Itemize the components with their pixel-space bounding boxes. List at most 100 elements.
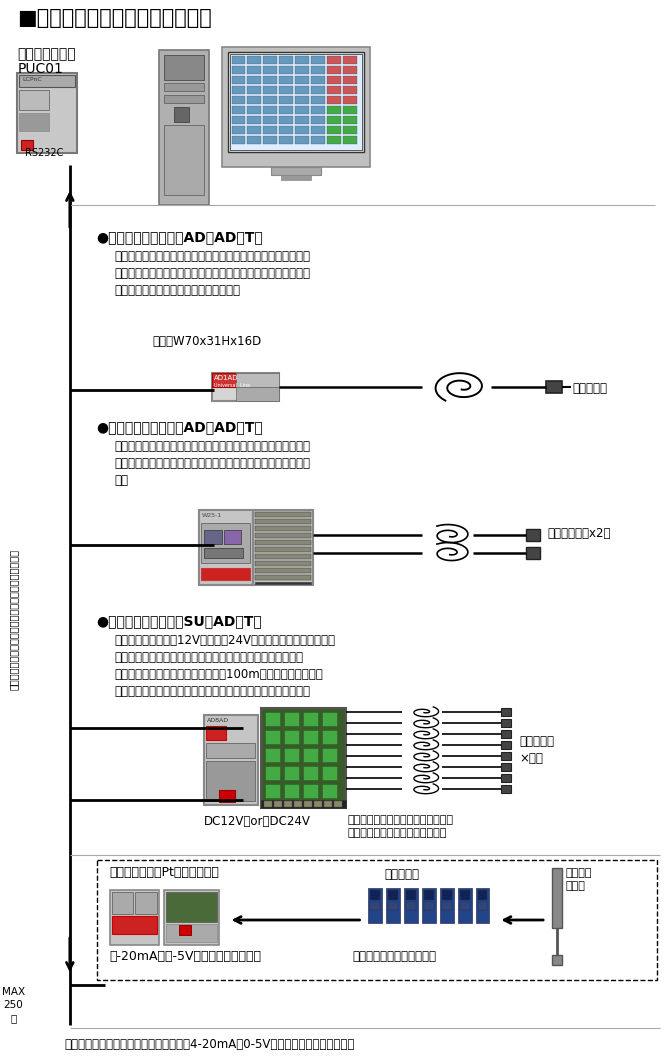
- Bar: [279, 126, 293, 134]
- Text: このタイプは電源（12Vもしくは24V）が必要です。伝送線のパ
ラレル接続で１台あたり８点の温度計測が可能になります。
センサの線は中継して汎用の電線で100m: このタイプは電源（12Vもしくは24V）が必要です。伝送線のパ ラレル接続で１台…: [115, 634, 336, 698]
- Bar: [295, 96, 309, 104]
- Bar: [135, 892, 157, 914]
- Bar: [442, 890, 452, 900]
- Bar: [255, 561, 311, 566]
- Bar: [164, 124, 204, 195]
- Bar: [164, 95, 204, 103]
- Bar: [342, 136, 356, 144]
- Bar: [265, 766, 280, 780]
- Bar: [311, 96, 325, 104]
- Bar: [206, 726, 226, 739]
- Bar: [501, 774, 511, 782]
- Bar: [232, 136, 245, 144]
- Bar: [327, 136, 340, 144]
- Bar: [526, 547, 540, 559]
- Bar: [311, 106, 325, 114]
- Bar: [460, 890, 470, 900]
- Bar: [342, 76, 356, 84]
- Bar: [255, 519, 311, 523]
- Bar: [255, 582, 311, 584]
- Bar: [311, 116, 325, 124]
- Bar: [263, 116, 277, 124]
- Bar: [271, 167, 321, 174]
- Text: 電源は線に余裕があれば４芯で配線
して元送りとすれば経済的です。: 電源は線に余裕があれば４芯で配線 して元送りとすれば経済的です。: [348, 815, 454, 838]
- Text: ユニバーサルライン（汎用電線を使用した多重伝送）: ユニバーサルライン（汎用電線を使用した多重伝送）: [8, 549, 18, 691]
- Bar: [406, 902, 416, 910]
- Bar: [247, 126, 261, 134]
- Bar: [295, 56, 309, 64]
- Bar: [322, 748, 337, 762]
- Bar: [232, 76, 245, 84]
- Bar: [232, 86, 245, 94]
- Bar: [279, 106, 293, 114]
- Bar: [342, 116, 356, 124]
- Bar: [179, 925, 191, 935]
- Text: 温度センサ　x2点: 温度センサ x2点: [547, 527, 610, 541]
- Text: RS232C: RS232C: [25, 148, 64, 157]
- Bar: [247, 136, 261, 144]
- Bar: [422, 888, 436, 922]
- Bar: [204, 715, 259, 805]
- Bar: [327, 66, 340, 74]
- Bar: [109, 890, 159, 945]
- Bar: [279, 66, 293, 74]
- Bar: [387, 888, 400, 922]
- Bar: [164, 890, 218, 945]
- Bar: [552, 868, 562, 928]
- Bar: [342, 106, 356, 114]
- Bar: [284, 748, 299, 762]
- Text: MAX
250
台: MAX 250 台: [2, 986, 25, 1024]
- Bar: [206, 743, 255, 758]
- Bar: [334, 801, 342, 807]
- Bar: [274, 801, 282, 807]
- Text: 市販の熱電対やPtセンサの場合: 市販の熱電対やPtセンサの場合: [109, 866, 219, 879]
- Bar: [212, 373, 237, 387]
- Bar: [255, 575, 311, 580]
- Bar: [342, 86, 356, 94]
- Bar: [19, 90, 49, 110]
- Bar: [342, 126, 356, 134]
- Bar: [206, 761, 255, 801]
- Bar: [476, 888, 490, 922]
- Bar: [166, 924, 216, 942]
- Bar: [247, 76, 261, 84]
- Bar: [255, 533, 311, 538]
- Text: ■主ユニットと温度入力ユニット: ■主ユニットと温度入力ユニット: [17, 9, 212, 28]
- Text: 各種市販
センサ: 各種市販 センサ: [566, 868, 592, 892]
- Bar: [255, 541, 311, 545]
- Bar: [265, 748, 280, 762]
- Bar: [404, 888, 418, 922]
- Bar: [311, 136, 325, 144]
- Bar: [255, 526, 311, 531]
- Bar: [111, 916, 157, 934]
- Bar: [263, 96, 277, 104]
- Bar: [204, 530, 222, 544]
- Bar: [501, 752, 511, 760]
- Bar: [501, 763, 511, 771]
- Bar: [284, 801, 292, 807]
- Text: 信号線と電源を共用できるユニットで２本線のパラレル接続で
個別に温度データの取込むことのできるユニットです。接続は
付属のコネクタ付ハーネスで行います。: 信号線と電源を共用できるユニットで２本線のパラレル接続で 個別に温度データの取込…: [115, 250, 310, 297]
- Bar: [303, 784, 318, 798]
- Bar: [295, 126, 309, 134]
- Bar: [204, 548, 243, 558]
- Bar: [327, 96, 340, 104]
- Bar: [284, 784, 299, 798]
- Bar: [389, 890, 398, 900]
- Bar: [324, 801, 332, 807]
- Bar: [253, 510, 313, 585]
- Bar: [369, 888, 383, 922]
- Bar: [237, 373, 279, 387]
- Bar: [322, 712, 337, 726]
- Bar: [424, 902, 434, 910]
- Bar: [284, 712, 299, 726]
- Bar: [201, 568, 251, 580]
- Bar: [230, 54, 362, 150]
- Bar: [295, 116, 309, 124]
- Text: DC12V　or　DC24V: DC12V or DC24V: [204, 815, 311, 828]
- Bar: [294, 801, 302, 807]
- Bar: [460, 902, 470, 910]
- Bar: [232, 106, 245, 114]
- Bar: [322, 784, 337, 798]
- Bar: [501, 741, 511, 749]
- Bar: [295, 106, 309, 114]
